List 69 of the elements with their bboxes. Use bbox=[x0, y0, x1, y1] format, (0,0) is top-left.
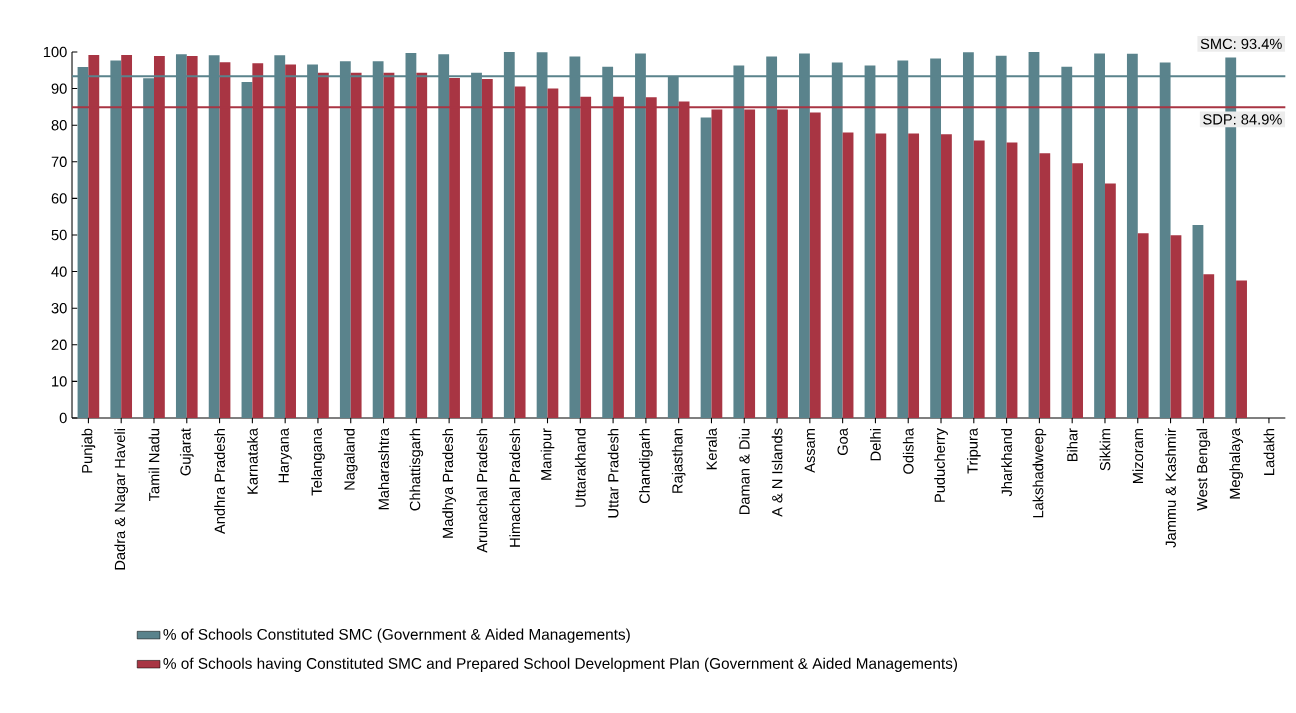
x-tick-label: Madhya Pradesh bbox=[442, 429, 456, 538]
x-tick-label: Dadra & Nagar Haveli bbox=[114, 429, 129, 570]
bar bbox=[1203, 274, 1215, 418]
x-tick-label: Manipur bbox=[540, 428, 555, 480]
x-tick-label: A & N Islands bbox=[771, 428, 783, 517]
x-tick-label: Nagaland bbox=[343, 428, 358, 490]
x-tick-label: Meghalaya bbox=[1229, 428, 1243, 499]
bar bbox=[1236, 280, 1247, 418]
x-tick-label: Tamil Nadu bbox=[148, 429, 160, 502]
bar bbox=[908, 133, 920, 418]
bar bbox=[241, 82, 253, 418]
bar bbox=[973, 140, 985, 418]
x-tick-label: Kerala bbox=[706, 428, 717, 470]
x-tick-label: Sikkim bbox=[1099, 429, 1111, 471]
bar bbox=[1104, 183, 1116, 418]
x-tick-label: Uttar Pradesh bbox=[607, 429, 619, 518]
bar bbox=[941, 134, 952, 418]
legend-label: % of Schools Constituted SMC (Government & Aided Managements) bbox=[163, 628, 630, 643]
bar bbox=[1072, 163, 1084, 418]
x-tick-label: Tripura bbox=[966, 428, 981, 474]
y-tick-label: 30 bbox=[51, 303, 67, 314]
y-tick-label: 70 bbox=[51, 156, 67, 167]
x-tick-label: Bihar bbox=[1066, 428, 1078, 462]
bar bbox=[1006, 142, 1018, 418]
bar bbox=[1137, 233, 1149, 418]
bar bbox=[809, 112, 821, 418]
y-tick-label: 20 bbox=[51, 339, 67, 350]
x-tick-label: Mizoram bbox=[1132, 429, 1144, 484]
x-tick-label: Punjab bbox=[81, 428, 96, 473]
x-tick-label: West Bengal bbox=[1196, 429, 1211, 511]
x-tick-label: Arunachal Pradesh bbox=[476, 429, 488, 553]
x-tick-label: Chandigarh bbox=[639, 429, 653, 504]
x-tick-label: Goa bbox=[837, 428, 848, 456]
x-tick-label: Karnataka bbox=[246, 428, 258, 494]
y-tick-label: 80 bbox=[51, 120, 67, 131]
x-tick-label: Rajasthan bbox=[671, 429, 686, 493]
x-tick-label: Himachal Pradesh bbox=[509, 429, 521, 547]
bar bbox=[842, 132, 854, 418]
x-tick-label: Andhra Pradesh bbox=[214, 429, 225, 535]
y-tick-label: 100 bbox=[43, 46, 67, 58]
bar bbox=[1170, 235, 1182, 418]
y-tick-label: 90 bbox=[51, 83, 67, 94]
bar bbox=[1039, 153, 1051, 418]
x-tick-label: Ladakh bbox=[1263, 429, 1275, 475]
x-tick-label: Haryana bbox=[278, 428, 292, 483]
y-tick-label: 40 bbox=[51, 266, 67, 277]
x-tick-label: Maharashtra bbox=[378, 428, 389, 510]
x-tick-label: Uttarakhand bbox=[574, 428, 586, 507]
legend-label: % of Schools having Constituted SMC and Prepared School Development Plan (Government & Aided Managements) bbox=[163, 657, 958, 672]
bar bbox=[1192, 225, 1204, 418]
x-tick-label: Assam bbox=[804, 429, 815, 473]
ref-line-label: SMC: 93.4% bbox=[1200, 38, 1282, 50]
x-tick-label: Delhi bbox=[870, 429, 881, 461]
x-tick-label: Odisha bbox=[902, 428, 914, 474]
x-tick-label: Jharkhand bbox=[1001, 428, 1012, 497]
x-tick-label: Lakshadweep bbox=[1032, 428, 1047, 518]
y-tick-label: 0 bbox=[59, 412, 67, 424]
x-tick-label: Puducherry bbox=[934, 428, 948, 502]
x-tick-label: Jammu & Kashmir bbox=[1165, 428, 1176, 548]
ref-line-label: SDP: 84.9% bbox=[1203, 114, 1282, 125]
x-tick-label: Gujarat bbox=[179, 428, 194, 476]
bar bbox=[875, 133, 887, 418]
x-tick-label: Daman & Diu bbox=[738, 429, 750, 515]
x-tick-label: Telangana bbox=[311, 428, 325, 496]
bar bbox=[700, 117, 712, 418]
y-tick-label: 10 bbox=[52, 376, 67, 387]
x-tick-label: Chhattisgarh bbox=[409, 429, 424, 511]
y-tick-label: 60 bbox=[51, 193, 67, 204]
y-tick-label: 50 bbox=[51, 229, 67, 241]
